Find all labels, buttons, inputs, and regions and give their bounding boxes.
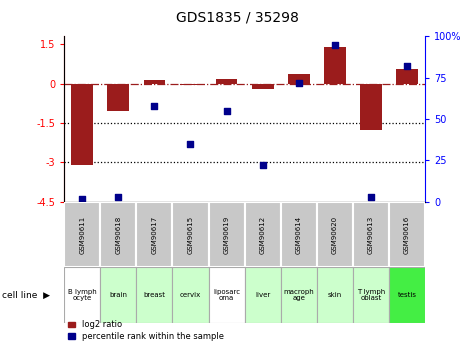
Point: [295, 80, 303, 85]
Text: liposarc
oma: liposarc oma: [213, 289, 240, 301]
Bar: [317, 202, 353, 267]
Bar: [245, 267, 281, 323]
Text: GDS1835 / 35298: GDS1835 / 35298: [176, 10, 299, 24]
Point: [331, 42, 339, 47]
Point: [151, 103, 158, 109]
Point: [223, 108, 230, 114]
Point: [259, 162, 266, 168]
Text: GSM90619: GSM90619: [224, 216, 229, 254]
Bar: [136, 267, 172, 323]
Bar: [180, 83, 201, 85]
Point: [78, 196, 86, 201]
Text: cervix: cervix: [180, 292, 201, 298]
Legend: log2 ratio, percentile rank within the sample: log2 ratio, percentile rank within the s…: [68, 321, 224, 341]
Bar: [64, 202, 100, 267]
Text: brain: brain: [109, 292, 127, 298]
Text: GSM90612: GSM90612: [260, 216, 266, 254]
Point: [367, 194, 375, 200]
Text: breast: breast: [143, 292, 165, 298]
Text: liver: liver: [255, 292, 270, 298]
Bar: [389, 267, 425, 323]
Text: GSM90615: GSM90615: [188, 216, 193, 254]
Bar: [172, 267, 209, 323]
Bar: [100, 202, 136, 267]
Text: testis: testis: [398, 292, 417, 298]
Bar: [353, 202, 389, 267]
Text: skin: skin: [328, 292, 342, 298]
Bar: [100, 267, 136, 323]
Bar: [64, 267, 100, 323]
Point: [114, 194, 122, 200]
Bar: [252, 83, 274, 89]
Bar: [209, 267, 245, 323]
Point: [187, 141, 194, 147]
Text: macroph
age: macroph age: [284, 289, 314, 301]
Bar: [281, 267, 317, 323]
Bar: [396, 69, 418, 83]
Bar: [143, 80, 165, 83]
Bar: [317, 267, 353, 323]
Text: GSM90620: GSM90620: [332, 216, 338, 254]
Text: GSM90617: GSM90617: [152, 216, 157, 254]
Bar: [209, 202, 245, 267]
Text: B lymph
ocyte: B lymph ocyte: [68, 289, 96, 301]
Bar: [360, 83, 382, 129]
Text: GSM90616: GSM90616: [404, 216, 410, 254]
Text: T lymph
oblast: T lymph oblast: [357, 289, 385, 301]
Bar: [107, 83, 129, 111]
Bar: [288, 74, 310, 83]
Point: [403, 63, 411, 69]
Bar: [389, 202, 425, 267]
Bar: [245, 202, 281, 267]
Text: cell line  ▶: cell line ▶: [2, 290, 50, 299]
Text: GSM90611: GSM90611: [79, 216, 85, 254]
Bar: [71, 83, 93, 165]
Bar: [353, 267, 389, 323]
Bar: [281, 202, 317, 267]
Bar: [136, 202, 172, 267]
Bar: [172, 202, 209, 267]
Bar: [324, 47, 346, 83]
Text: GSM90618: GSM90618: [115, 216, 121, 254]
Text: GSM90613: GSM90613: [368, 216, 374, 254]
Bar: [216, 79, 238, 83]
Text: GSM90614: GSM90614: [296, 216, 302, 254]
